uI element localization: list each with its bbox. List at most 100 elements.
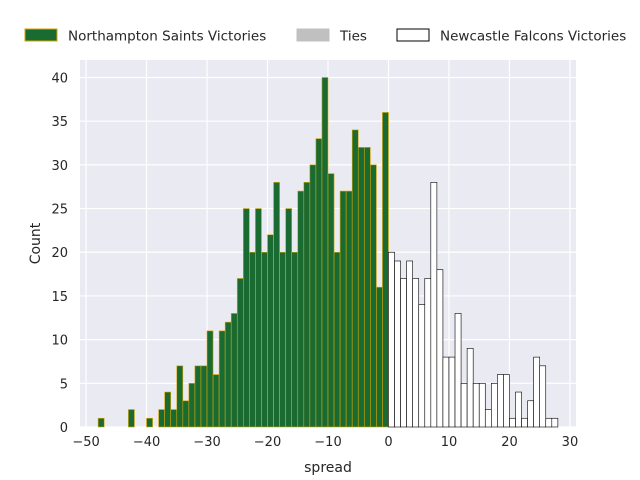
bar bbox=[297, 190, 305, 428]
bar bbox=[182, 400, 190, 428]
legend-item: Newcastle Falcons Victories bbox=[396, 28, 626, 45]
bar bbox=[460, 383, 468, 428]
bar bbox=[454, 313, 462, 428]
bar bbox=[430, 182, 438, 428]
bar bbox=[188, 383, 196, 428]
bar bbox=[212, 374, 220, 428]
legend-swatch bbox=[24, 28, 58, 42]
bar bbox=[406, 260, 413, 428]
bar bbox=[394, 260, 401, 428]
bar bbox=[436, 269, 444, 428]
bar bbox=[376, 286, 383, 428]
bar bbox=[243, 208, 250, 428]
bar bbox=[448, 356, 456, 428]
x-tick-label: −30 bbox=[193, 435, 220, 450]
bar bbox=[309, 164, 317, 428]
bar bbox=[279, 251, 286, 428]
bar bbox=[527, 400, 534, 428]
y-tick-label: 20 bbox=[51, 246, 68, 261]
bar bbox=[128, 409, 135, 428]
bar bbox=[339, 190, 347, 428]
x-axis-label: spread bbox=[304, 460, 352, 476]
bar bbox=[170, 409, 178, 428]
bar bbox=[388, 251, 395, 428]
bar bbox=[303, 182, 311, 428]
bar bbox=[491, 383, 498, 428]
x-tick-label: −20 bbox=[254, 435, 281, 450]
bar bbox=[333, 251, 341, 428]
bar bbox=[466, 348, 474, 428]
bars bbox=[97, 77, 559, 428]
bar bbox=[146, 417, 153, 428]
x-tick-label: 10 bbox=[441, 435, 458, 450]
bar bbox=[533, 356, 541, 428]
series-2 bbox=[388, 182, 559, 428]
bar bbox=[472, 383, 480, 428]
bar bbox=[551, 417, 559, 428]
bar bbox=[315, 138, 323, 428]
bar bbox=[509, 417, 516, 428]
bar bbox=[164, 391, 172, 428]
bar bbox=[545, 417, 553, 428]
bar bbox=[200, 365, 208, 428]
y-tick-label: 15 bbox=[51, 290, 68, 305]
bar bbox=[382, 112, 389, 428]
legend-label: Newcastle Falcons Victories bbox=[440, 29, 626, 45]
legend-label: Northampton Saints Victories bbox=[68, 29, 266, 45]
y-tick-label: 0 bbox=[60, 421, 68, 436]
bar bbox=[363, 147, 371, 428]
bar bbox=[321, 77, 329, 428]
y-tick-label: 25 bbox=[51, 203, 68, 218]
x-tick-label: 30 bbox=[562, 435, 579, 450]
bar bbox=[194, 365, 202, 428]
y-tick-label: 40 bbox=[51, 71, 68, 86]
x-tick-label: −10 bbox=[314, 435, 341, 450]
x-tick-label: 20 bbox=[501, 435, 518, 450]
bar bbox=[249, 251, 256, 428]
legend-swatch bbox=[396, 28, 430, 42]
bar bbox=[357, 147, 365, 428]
bar bbox=[370, 164, 377, 428]
bar bbox=[230, 313, 238, 428]
legend-item: Northampton Saints Victories bbox=[24, 28, 266, 45]
y-axis-ticks: 0 5 10 15 20 25 30 35 40 bbox=[51, 71, 68, 436]
bar bbox=[267, 234, 274, 428]
bar bbox=[224, 321, 232, 428]
bar bbox=[412, 278, 420, 428]
bar bbox=[345, 190, 353, 428]
bar bbox=[273, 182, 280, 428]
bar bbox=[442, 356, 450, 428]
bar bbox=[236, 278, 244, 428]
y-tick-label: 30 bbox=[51, 159, 68, 174]
bar bbox=[218, 330, 226, 428]
x-axis-ticks: −50 −40 −30 −20 −10 0 10 20 30 bbox=[72, 435, 578, 450]
y-tick-label: 5 bbox=[60, 377, 68, 392]
bar bbox=[291, 251, 299, 428]
bar bbox=[285, 208, 293, 428]
legend-label: Ties bbox=[339, 29, 367, 45]
y-tick-label: 35 bbox=[51, 115, 68, 130]
bar bbox=[478, 383, 486, 428]
bar bbox=[351, 129, 359, 428]
bar bbox=[97, 417, 105, 428]
bar bbox=[497, 374, 504, 428]
bar bbox=[261, 251, 268, 428]
bar bbox=[400, 278, 407, 428]
bar bbox=[255, 208, 262, 428]
bar bbox=[206, 330, 214, 428]
y-axis-label: Count bbox=[28, 222, 44, 264]
bar bbox=[418, 304, 426, 428]
legend-item: Ties bbox=[296, 28, 367, 45]
bar bbox=[503, 374, 510, 428]
x-tick-label: −50 bbox=[72, 435, 99, 450]
bar bbox=[424, 278, 432, 428]
legend: Northampton Saints Victories Ties Newcastl… bbox=[24, 28, 626, 45]
x-tick-label: 0 bbox=[384, 435, 392, 450]
x-tick-label: −40 bbox=[133, 435, 160, 450]
bar bbox=[176, 365, 184, 428]
bar bbox=[521, 417, 528, 428]
legend-swatch bbox=[296, 28, 330, 42]
y-tick-label: 10 bbox=[51, 334, 68, 349]
bar bbox=[539, 365, 547, 428]
bar bbox=[484, 409, 492, 428]
